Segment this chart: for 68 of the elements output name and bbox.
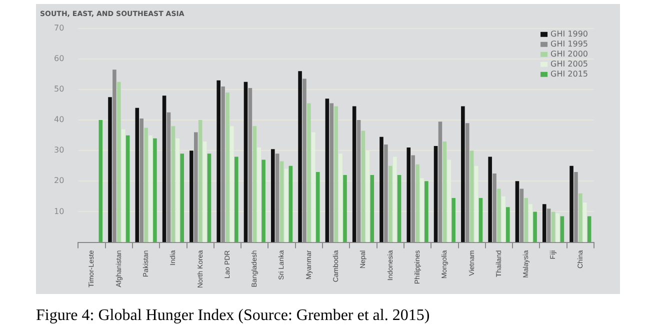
bar	[207, 154, 212, 242]
bar	[234, 156, 238, 242]
y-tick-label: 30	[54, 146, 64, 155]
bar	[506, 207, 510, 242]
bar	[452, 198, 456, 242]
legend-label: GHI 2005	[550, 59, 588, 68]
bar	[434, 146, 438, 242]
bar	[162, 96, 166, 242]
legend-label: GHI 1995	[550, 39, 588, 48]
bar	[135, 108, 140, 242]
bar	[380, 136, 384, 242]
bar	[252, 126, 257, 242]
bar	[388, 166, 392, 242]
bar	[343, 175, 347, 242]
bar	[361, 130, 366, 242]
bar	[108, 97, 112, 242]
bar	[578, 193, 582, 242]
bar	[288, 166, 293, 242]
bar	[570, 166, 574, 242]
y-tick-label: 60	[54, 54, 64, 64]
bar	[226, 92, 230, 242]
bar	[442, 141, 447, 242]
bar	[98, 120, 103, 242]
bar	[334, 106, 338, 242]
bar	[560, 216, 564, 242]
bar	[144, 128, 148, 242]
bar	[262, 160, 266, 242]
bar	[325, 98, 330, 242]
bar	[470, 150, 474, 242]
bar	[171, 126, 176, 242]
bar	[515, 181, 520, 242]
bar	[352, 106, 356, 242]
bar	[270, 149, 275, 242]
bar	[524, 198, 528, 242]
bar	[216, 80, 220, 242]
y-tick-label: 10	[54, 206, 64, 216]
y-tick-label: 20	[54, 176, 64, 186]
bar	[244, 82, 248, 242]
bar	[424, 181, 428, 242]
bar	[307, 103, 311, 242]
bar	[406, 148, 411, 242]
legend-label: GHI 2015	[550, 69, 588, 78]
bar	[497, 188, 501, 242]
legend-label: GHI 1990	[550, 29, 588, 38]
bar	[416, 164, 420, 242]
bar	[298, 71, 302, 242]
bar	[478, 198, 483, 242]
y-tick-label: 70	[54, 23, 64, 32]
bar	[533, 212, 537, 242]
bar	[153, 138, 157, 242]
bar	[542, 204, 546, 242]
bar	[280, 161, 284, 242]
bar	[488, 156, 492, 242]
bar	[587, 216, 592, 242]
bar	[397, 175, 402, 242]
bar	[117, 82, 121, 242]
bar	[126, 135, 130, 242]
legend-label: GHI 2000	[550, 49, 588, 58]
bar	[190, 150, 194, 242]
bar	[370, 175, 374, 242]
bar	[316, 172, 320, 242]
bar	[461, 106, 465, 242]
bar	[180, 154, 184, 242]
bar	[551, 212, 556, 242]
bar	[198, 120, 202, 242]
caption: Figure 4: Global Hunger Index (Source: Grember et al. 2015)	[36, 307, 430, 325]
y-tick-label: 50	[54, 84, 64, 94]
y-tick-label: 40	[54, 115, 64, 124]
